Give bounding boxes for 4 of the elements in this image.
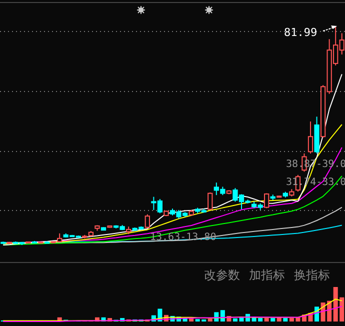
text: 改参数 [204,268,240,282]
text: 换指标 [294,268,330,282]
text: 加指标 [249,268,285,282]
annotation: 81.99 [284,26,318,39]
